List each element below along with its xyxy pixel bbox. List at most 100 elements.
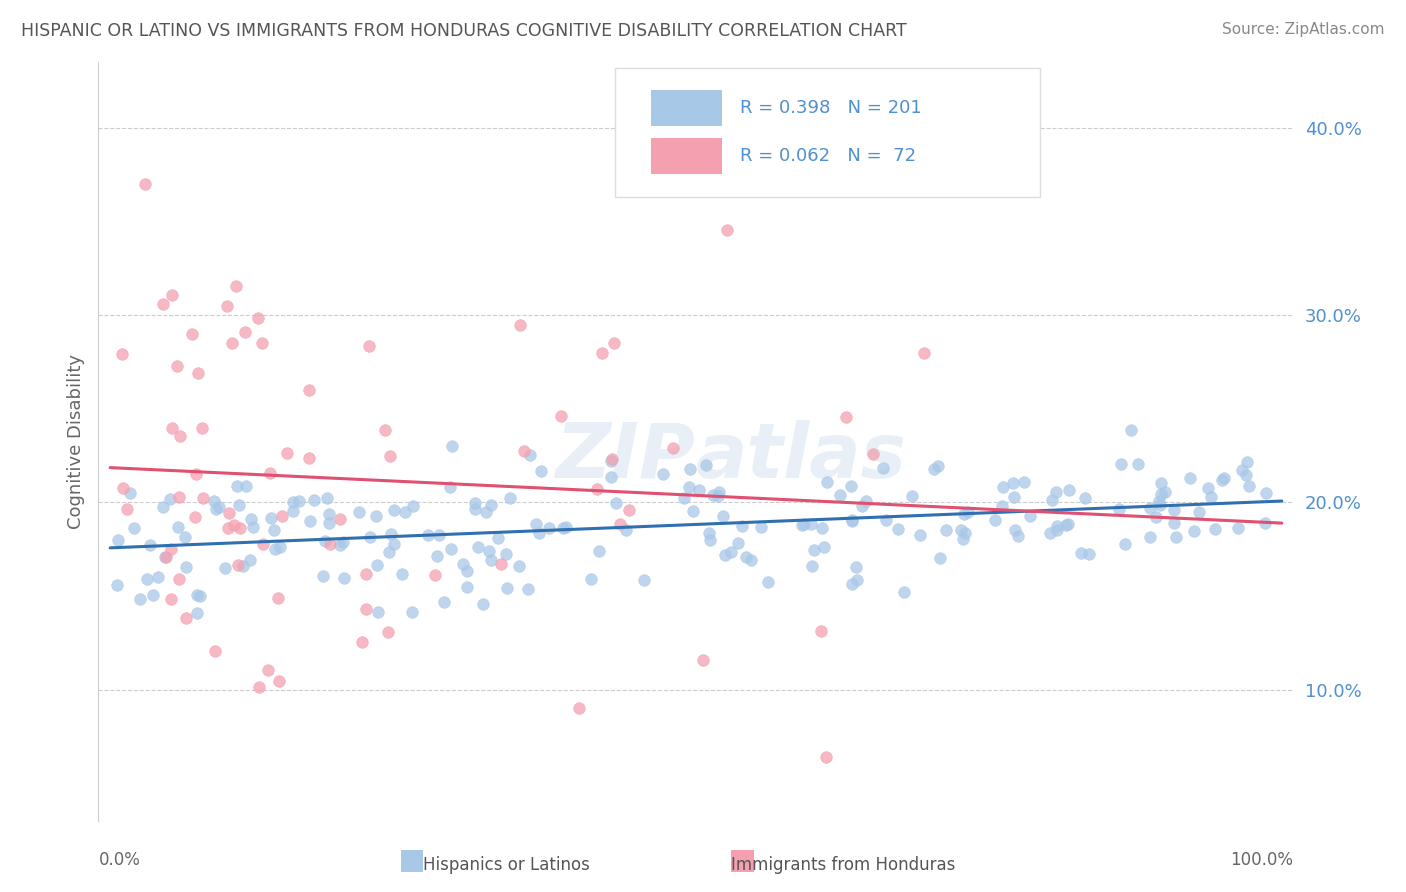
Point [456, 565, 478, 579]
Point [264, 542, 287, 557]
Point [811, 521, 834, 535]
Point [845, 559, 868, 574]
Point [692, 653, 714, 667]
Point [633, 573, 655, 587]
Point [225, 279, 247, 293]
Point [269, 541, 291, 555]
Point [152, 297, 174, 311]
Point [391, 567, 413, 582]
Point [678, 479, 700, 493]
Point [463, 496, 485, 510]
Point [1237, 479, 1260, 493]
Point [456, 580, 478, 594]
Point [1256, 485, 1278, 500]
Point [908, 528, 931, 542]
Point [217, 299, 239, 313]
Point [167, 490, 190, 504]
Point [191, 420, 214, 434]
Point [318, 508, 340, 522]
Point [202, 494, 225, 508]
Point [352, 634, 374, 648]
Text: Immigrants from Honduras: Immigrants from Honduras [731, 856, 956, 874]
Point [603, 336, 626, 351]
Point [1199, 490, 1222, 504]
Point [356, 602, 378, 616]
Point [600, 469, 623, 483]
Point [1019, 509, 1042, 524]
Point [364, 508, 387, 523]
Point [205, 502, 228, 516]
Point [374, 423, 396, 437]
Point [517, 582, 540, 596]
Point [160, 420, 183, 434]
Point [901, 489, 924, 503]
Point [731, 518, 754, 533]
Point [893, 585, 915, 599]
Point [228, 499, 250, 513]
Point [862, 447, 884, 461]
Point [991, 480, 1014, 494]
Y-axis label: Cognitive Disability: Cognitive Disability [66, 354, 84, 529]
Point [953, 526, 976, 541]
Point [1234, 467, 1257, 482]
Point [1211, 473, 1233, 487]
Point [221, 335, 243, 350]
Point [176, 560, 198, 574]
Point [702, 488, 724, 502]
Point [792, 518, 814, 533]
Point [591, 346, 613, 360]
Point [714, 548, 737, 562]
Point [1056, 516, 1078, 531]
Point [186, 606, 208, 620]
Text: Hispanics or Latinos: Hispanics or Latinos [423, 856, 589, 874]
Point [519, 448, 541, 462]
Point [332, 535, 354, 549]
Point [159, 541, 181, 556]
Point [695, 458, 717, 472]
Point [1002, 476, 1025, 491]
Point [118, 486, 141, 500]
Point [1230, 463, 1253, 477]
Point [1012, 475, 1035, 489]
Point [672, 491, 695, 506]
FancyBboxPatch shape [614, 68, 1040, 197]
Point [1121, 423, 1143, 437]
Point [682, 504, 704, 518]
Point [441, 439, 464, 453]
Point [1149, 498, 1171, 512]
Point [679, 462, 702, 476]
Point [922, 462, 945, 476]
Point [697, 525, 720, 540]
Point [378, 449, 401, 463]
Point [839, 479, 862, 493]
Point [427, 528, 450, 542]
Point [105, 578, 128, 592]
Point [1111, 458, 1133, 472]
Point [252, 336, 274, 351]
Point [537, 521, 560, 535]
Point [1163, 516, 1185, 530]
Point [314, 533, 336, 548]
Point [111, 481, 134, 495]
Point [1126, 457, 1149, 471]
Point [235, 479, 257, 493]
Point [181, 326, 204, 341]
Point [553, 521, 575, 535]
Point [709, 485, 731, 500]
Point [1188, 505, 1211, 519]
Point [486, 531, 509, 545]
Point [159, 592, 181, 607]
Text: 100.0%: 100.0% [1230, 851, 1294, 869]
Point [394, 505, 416, 519]
Point [259, 466, 281, 480]
Point [605, 496, 627, 510]
Point [281, 494, 304, 508]
Point [479, 498, 502, 512]
Point [489, 557, 512, 571]
Point [318, 516, 340, 530]
Point [872, 460, 894, 475]
Point [496, 581, 519, 595]
Text: Source: ZipAtlas.com: Source: ZipAtlas.com [1222, 22, 1385, 37]
Point [550, 409, 572, 424]
Point [1045, 484, 1067, 499]
